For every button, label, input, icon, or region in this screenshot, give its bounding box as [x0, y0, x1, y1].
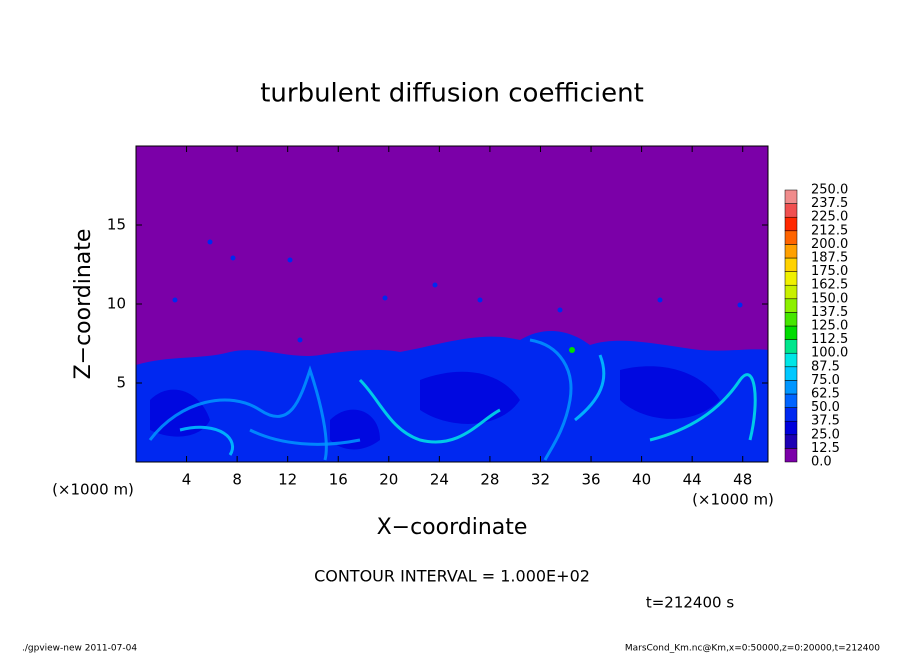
field-streak [649, 373, 757, 442]
field-blob [297, 337, 303, 343]
colorbar-box [784, 352, 798, 368]
colorbar-label: 162.5 [811, 278, 848, 293]
field-blob [287, 257, 293, 263]
colorbar-label: 200.0 [811, 237, 848, 252]
colorbar-box [784, 393, 798, 408]
colorbar-box [784, 366, 798, 381]
colorbar-box [784, 448, 798, 463]
field-streak [358, 378, 501, 444]
colorbar-label: 112.5 [811, 332, 848, 347]
colorbar-box [784, 257, 798, 272]
x-unit: (×1000 m) [692, 491, 774, 509]
x-tick-label: 32 [531, 471, 550, 489]
x-tick-label: 16 [329, 471, 348, 489]
colorbar-box [784, 216, 798, 232]
colorbar-label: 62.5 [811, 387, 840, 402]
y-unit: (×1000 m) [52, 481, 134, 499]
colorbar-label: 125.0 [811, 319, 848, 334]
x-tick-label: 28 [480, 471, 499, 489]
colorbar-label: 250.0 [811, 183, 848, 198]
x-tick-label: 24 [430, 471, 449, 489]
y-axis-label: Z−coordinate [71, 229, 96, 380]
colorbar-label: 25.0 [811, 427, 840, 442]
colorbar-label: 75.0 [811, 373, 840, 388]
colorbar-label: 237.5 [811, 196, 848, 211]
colorbar-box [784, 339, 798, 354]
colorbar-label: 212.5 [811, 223, 848, 238]
colorbar-box [784, 203, 798, 218]
field-blob [737, 302, 743, 308]
colorbar-label: 137.5 [811, 305, 848, 320]
field-region [620, 366, 720, 419]
field-blob [382, 295, 388, 301]
x-tick-label: 40 [632, 471, 651, 489]
colorbar-label: 50.0 [811, 400, 840, 415]
field-streak [148, 365, 328, 461]
contour-interval: CONTOUR INTERVAL = 1.000E+02 [314, 567, 590, 586]
colorbar-box [784, 189, 798, 204]
colorbar-box [784, 271, 798, 286]
x-tick-label: 8 [232, 471, 242, 489]
footer-right: MarsCond_Km.nc@Km,x=0:50000,z=0:20000,t=… [625, 644, 880, 654]
field-blob [569, 347, 575, 353]
colorbar-label: 150.0 [811, 291, 848, 306]
y-tick-label: 15 [107, 216, 126, 234]
colorbar-box [784, 230, 798, 245]
field-blob [230, 255, 236, 261]
colorbar-label: 12.5 [811, 441, 840, 456]
colorbar-box [784, 244, 798, 259]
colorbar-box [784, 298, 798, 313]
field-blob [207, 239, 213, 245]
colorbar-label: 0.0 [811, 455, 832, 470]
colorbar-label: 187.5 [811, 251, 848, 266]
field-region [420, 371, 520, 424]
colorbar-box [784, 312, 798, 327]
colorbar-box [784, 380, 798, 395]
field-blob [172, 297, 178, 303]
x-axis-label: X−coordinate [377, 515, 528, 540]
field-streak [574, 354, 606, 422]
x-tick-label: 44 [683, 471, 702, 489]
field [136, 146, 768, 462]
field-blob [432, 282, 438, 288]
time-label: t=212400 s [646, 594, 734, 612]
field-streak [179, 425, 234, 456]
colorbar-label: 100.0 [811, 346, 848, 361]
field-streak [249, 428, 361, 446]
x-tick-label: 48 [733, 471, 752, 489]
colorbar-label: 37.5 [811, 414, 840, 429]
colorbar-label: 225.0 [811, 210, 848, 225]
chart-title: turbulent diffusion coefficient [260, 79, 644, 109]
field-blob [557, 307, 563, 313]
x-tick-label: 12 [278, 471, 297, 489]
x-tick-label: 4 [182, 471, 192, 489]
y-tick-label: 10 [107, 295, 126, 313]
colorbar-box [784, 407, 798, 422]
field-blob [477, 297, 483, 303]
colorbar-box [784, 284, 798, 300]
x-tick-label: 36 [581, 471, 600, 489]
footer-left: ./gpview-new 2011-07-04 [22, 644, 137, 654]
colorbar-box [784, 434, 798, 449]
colorbar-label: 87.5 [811, 359, 840, 374]
field-region [330, 409, 380, 450]
colorbar-label: 175.0 [811, 264, 848, 279]
field-blob [657, 297, 663, 303]
colorbar-box [784, 420, 798, 436]
field-streak [529, 338, 573, 461]
colorbar-box [784, 325, 798, 340]
y-tick-label: 5 [116, 374, 126, 392]
x-tick-label: 20 [379, 471, 398, 489]
